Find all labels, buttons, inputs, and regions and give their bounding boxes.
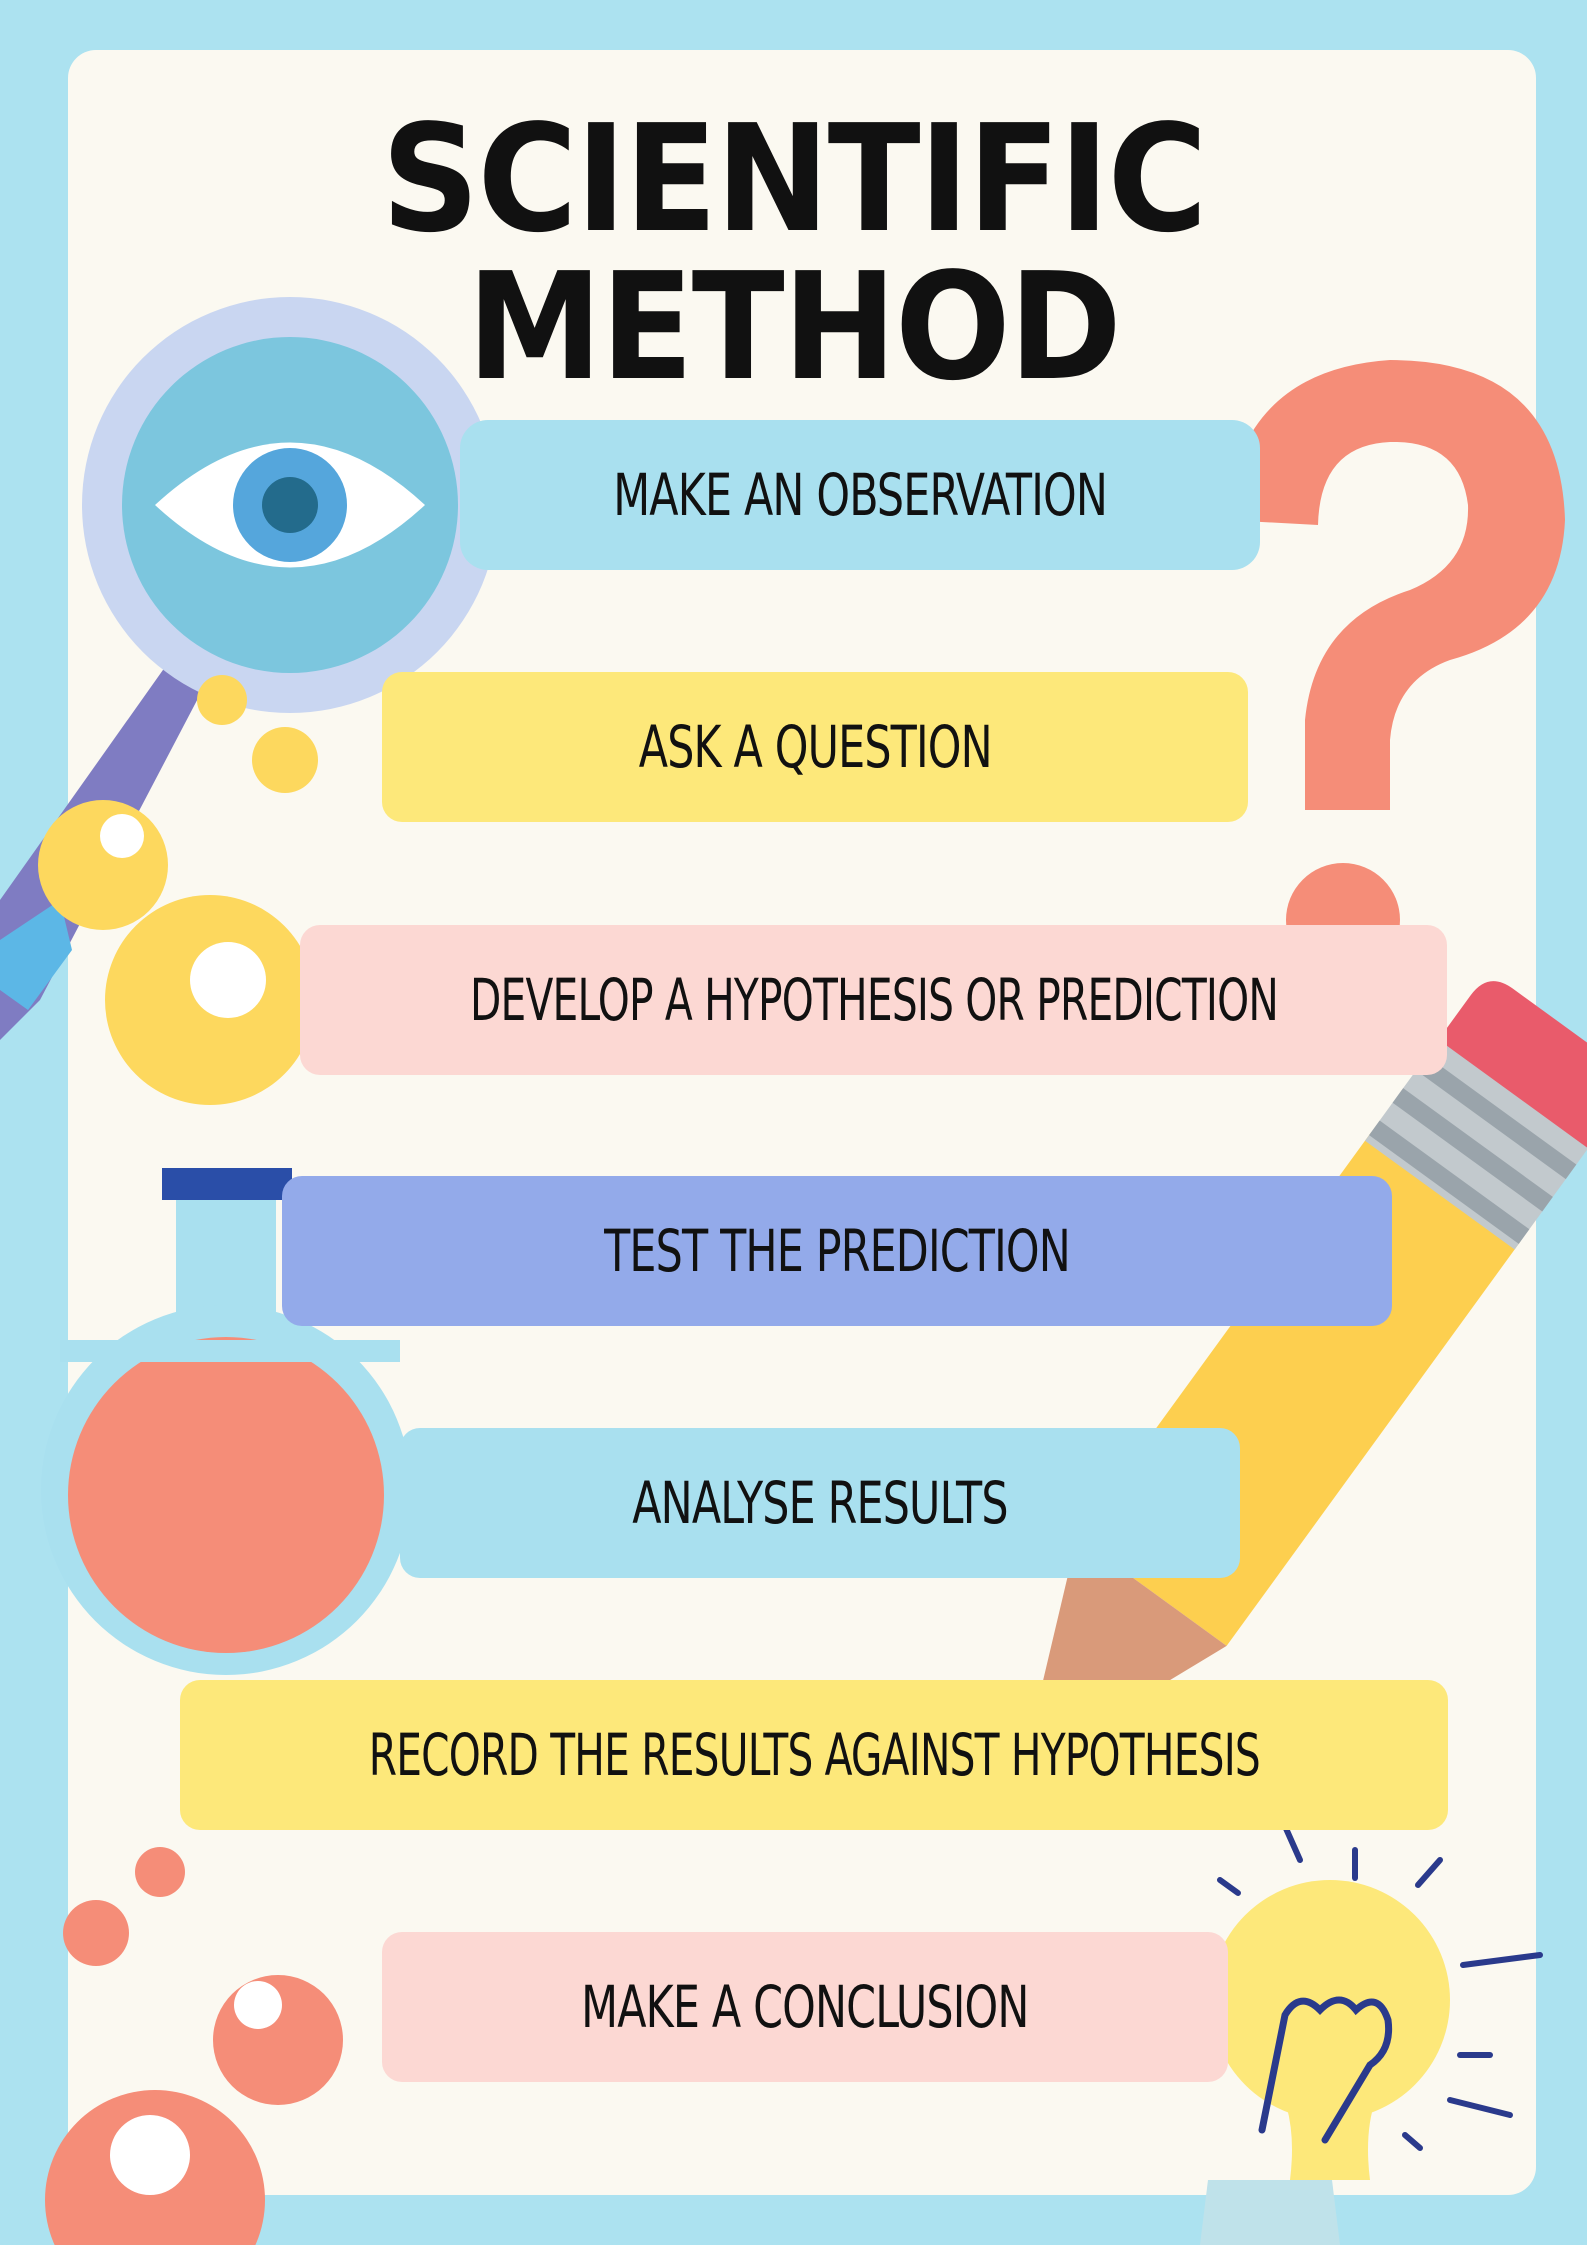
step-label: ANALYSE RESULTS bbox=[632, 1469, 1008, 1537]
bubble-icon bbox=[45, 1847, 343, 2245]
step-make-conclusion: MAKE A CONCLUSION bbox=[382, 1932, 1228, 2082]
step-ask-question: ASK A QUESTION bbox=[382, 672, 1248, 822]
question-mark-icon bbox=[1225, 360, 1565, 977]
step-record-results: RECORD THE RESULTS AGAINST HYPOTHESIS bbox=[180, 1680, 1448, 1830]
step-analyse-results: ANALYSE RESULTS bbox=[400, 1428, 1240, 1578]
step-label: MAKE AN OBSERVATION bbox=[613, 461, 1108, 529]
step-label: RECORD THE RESULTS AGAINST HYPOTHESIS bbox=[368, 1721, 1260, 1789]
step-label: DEVELOP A HYPOTHESIS OR PREDICTION bbox=[469, 966, 1278, 1034]
step-develop-hypothesis: DEVELOP A HYPOTHESIS OR PREDICTION bbox=[300, 925, 1447, 1075]
step-make-observation: MAKE AN OBSERVATION bbox=[460, 420, 1260, 570]
step-label: TEST THE PREDICTION bbox=[604, 1217, 1071, 1285]
bubble-icon bbox=[38, 675, 318, 1105]
flask-icon bbox=[41, 1168, 411, 1675]
light-bulb-icon bbox=[1137, 1812, 1543, 2245]
page-title: SCIENTIFIC METHOD bbox=[381, 93, 1207, 413]
step-test-prediction: TEST THE PREDICTION bbox=[282, 1176, 1392, 1326]
step-label: MAKE A CONCLUSION bbox=[581, 1973, 1029, 2041]
step-label: ASK A QUESTION bbox=[638, 713, 992, 781]
eye-icon bbox=[155, 442, 425, 568]
